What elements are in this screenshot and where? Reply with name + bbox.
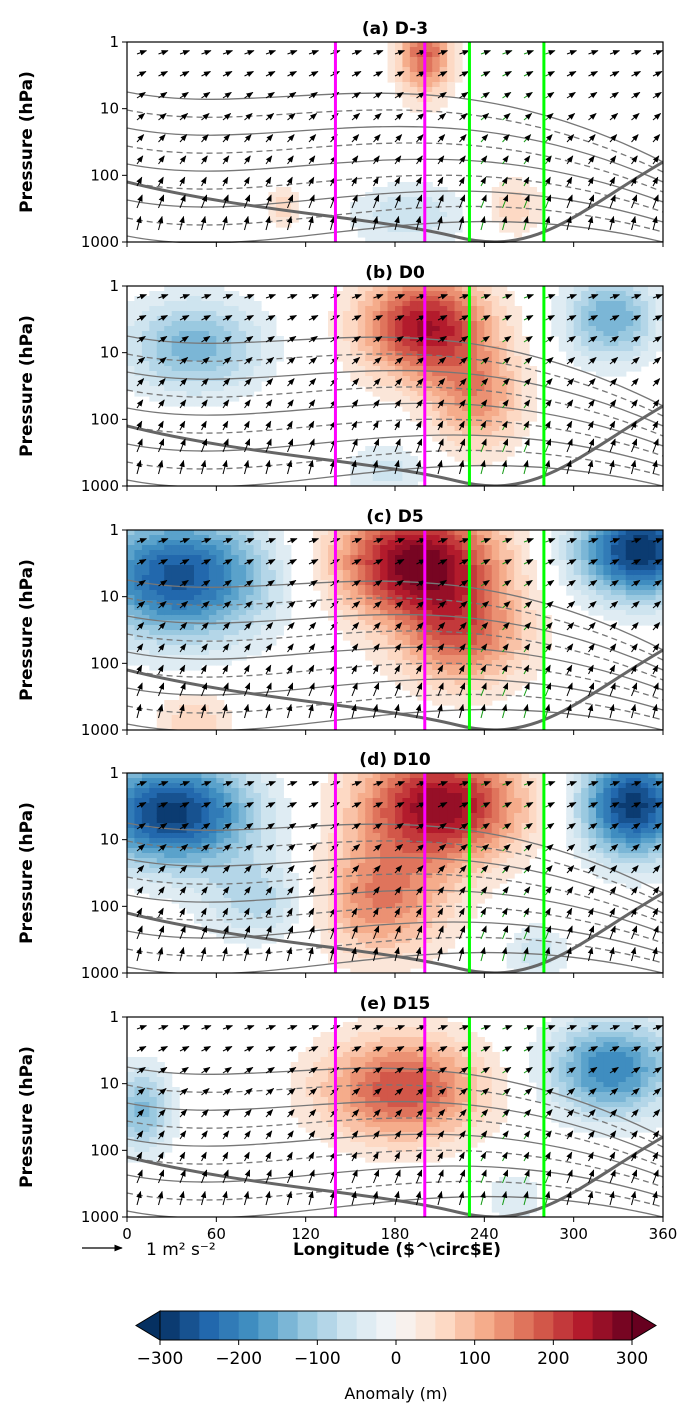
y-tick-label: 100	[90, 410, 119, 428]
y-tick-label: 10	[100, 100, 119, 118]
colorbar-level	[258, 1311, 279, 1340]
panel-0: (a) D-3 1 10 100 1000 Pressure (hPa)	[17, 19, 664, 251]
y-tick-label: 100	[90, 654, 119, 672]
x-tick-label: 120	[291, 1225, 320, 1243]
x-tick-label: 180	[381, 1225, 410, 1243]
colorbar-tick-label: −100	[294, 1349, 341, 1369]
y-tick-label: 1000	[81, 1208, 119, 1226]
colorbar-level	[474, 1311, 495, 1340]
contour-lines	[127, 335, 663, 486]
colorbar-level	[415, 1311, 436, 1340]
colorbar-extend-max	[631, 1310, 657, 1341]
colorbar-level	[219, 1311, 240, 1340]
flux-vectors	[136, 538, 663, 719]
colorbar-level	[573, 1311, 594, 1340]
x-tick-label: 60	[207, 1225, 226, 1243]
y-tick-label: 1000	[81, 721, 119, 739]
panel-title: (d) D10	[359, 750, 431, 770]
colorbar-level	[199, 1311, 220, 1340]
y-tick-label: 10	[100, 344, 119, 362]
colorbar-level	[455, 1311, 476, 1340]
colorbar-tick-label: 0	[391, 1349, 402, 1369]
colorbar-level	[494, 1311, 515, 1340]
x-tick-label: 240	[470, 1225, 499, 1243]
panel-title: (e) D15	[360, 994, 431, 1014]
panel-1: (b) D0 1 10 100 1000 Pressure (hPa)	[17, 263, 664, 495]
y-axis-label: Pressure (hPa)	[17, 315, 37, 457]
x-axis-label: Longitude ($^\circ$E)	[293, 1240, 501, 1260]
anomaly-shading	[127, 773, 663, 973]
panel-title: (c) D5	[366, 507, 423, 527]
x-tick-label: 300	[559, 1225, 588, 1243]
colorbar-tick-label: −200	[215, 1349, 262, 1369]
colorbar-extend-min	[135, 1310, 161, 1341]
flux-vectors	[136, 50, 663, 231]
y-tick-label: 100	[90, 1141, 119, 1159]
y-tick-label: 1000	[81, 233, 119, 251]
colorbar-level	[396, 1311, 417, 1340]
vector-key-label: 1 m² s⁻²	[146, 1240, 216, 1260]
y-tick-label: 100	[90, 166, 119, 184]
y-tick-label: 10	[100, 588, 119, 606]
y-axis-label: Pressure (hPa)	[17, 71, 37, 213]
colorbar-level	[533, 1311, 554, 1340]
flux-vectors	[136, 294, 663, 475]
colorbar-level	[553, 1311, 574, 1340]
colorbar-level	[179, 1311, 200, 1340]
colorbar-level	[238, 1311, 259, 1340]
flux-vectors	[136, 1025, 663, 1206]
colorbar-tick-label: 100	[458, 1349, 490, 1369]
panel-2: (c) D5 1 10 100 1000 Pressure (hPa)	[17, 507, 664, 739]
colorbar-label: Anomaly (m)	[344, 1384, 447, 1403]
panel-3: (d) D10 1 10 100 1000 Pressure (hPa)	[17, 750, 664, 982]
y-tick-label: 10	[100, 1075, 119, 1093]
colorbar-level	[612, 1311, 633, 1340]
colorbar-level	[592, 1311, 613, 1340]
y-tick-label: 1	[109, 277, 119, 295]
y-tick-label: 1000	[81, 477, 119, 495]
y-tick-label: 1	[109, 764, 119, 782]
panel-title: (b) D0	[365, 263, 425, 283]
flux-vectors	[136, 781, 663, 962]
colorbar-tick-label: −300	[137, 1349, 184, 1369]
y-axis-label: Pressure (hPa)	[17, 1046, 37, 1188]
colorbar-level	[514, 1311, 535, 1340]
y-tick-label: 100	[90, 897, 119, 915]
y-tick-label: 1000	[81, 964, 119, 982]
y-tick-label: 1	[109, 33, 119, 51]
colorbar-level	[317, 1311, 338, 1340]
colorbar-level	[337, 1311, 358, 1340]
y-tick-label: 1	[109, 1008, 119, 1026]
colorbar-level	[160, 1311, 181, 1340]
y-axis-label: Pressure (hPa)	[17, 559, 37, 701]
colorbar-level	[356, 1311, 377, 1340]
colorbar-level	[376, 1311, 397, 1340]
x-tick-label: 0	[122, 1225, 132, 1243]
colorbar-level	[278, 1311, 299, 1340]
colorbar-level	[435, 1311, 456, 1340]
colorbar-tick-label: 300	[616, 1349, 648, 1369]
colorbar-level	[297, 1311, 318, 1340]
y-axis-label: Pressure (hPa)	[17, 802, 37, 944]
panel-title: (a) D-3	[362, 19, 428, 39]
x-tick-label: 360	[649, 1225, 678, 1243]
colorbar: −300 −200 −100 0 100 200 300	[135, 1310, 657, 1369]
vector-key: 1 m² s⁻²	[82, 1240, 216, 1260]
y-tick-label: 1	[109, 521, 119, 539]
y-tick-label: 10	[100, 831, 119, 849]
colorbar-tick-label: 200	[537, 1349, 569, 1369]
